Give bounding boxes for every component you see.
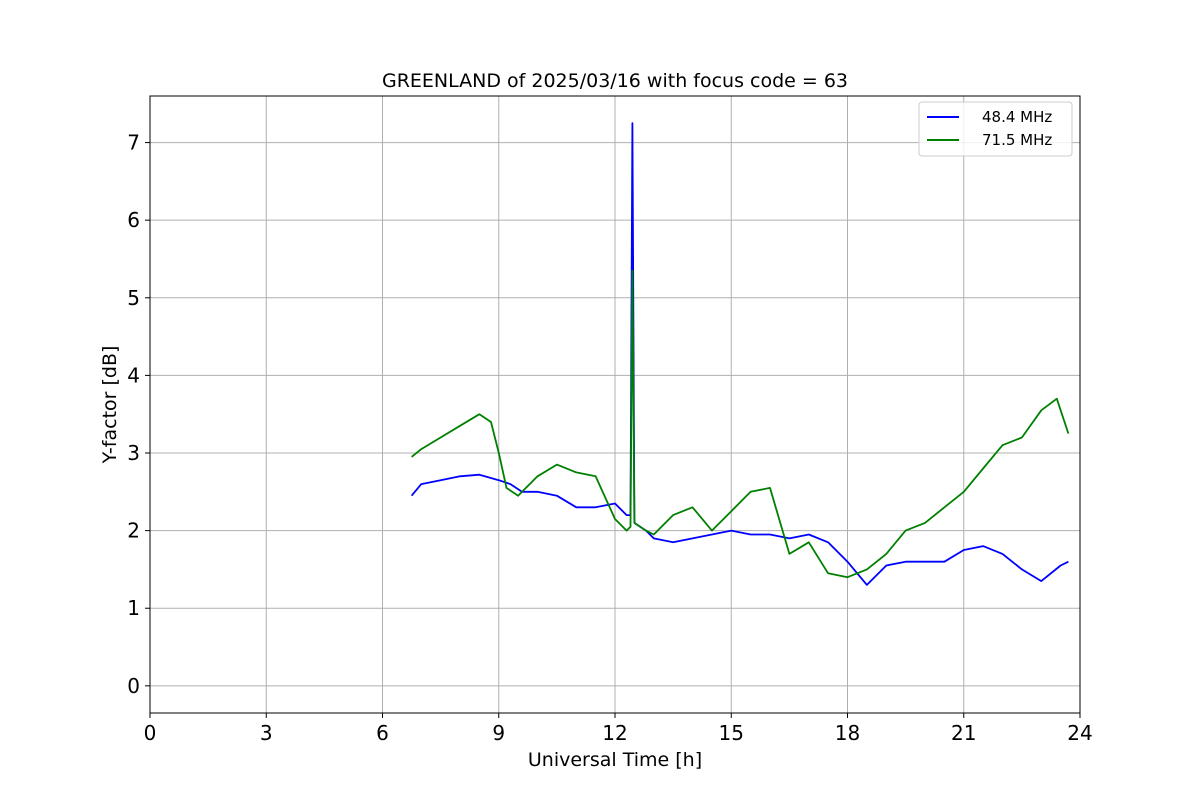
series-line-1 bbox=[410, 122, 1069, 586]
legend-label: 71.5 MHz bbox=[982, 131, 1052, 149]
chart-title: GREENLAND of 2025/03/16 with focus code … bbox=[382, 70, 848, 92]
x-tick-label: 24 bbox=[1067, 721, 1092, 745]
x-tick-label: 3 bbox=[260, 721, 273, 745]
x-tick-label: 6 bbox=[376, 721, 389, 745]
y-tick-label: 7 bbox=[127, 131, 140, 155]
series-layer bbox=[410, 122, 1070, 586]
legend-label: 48.4 MHz bbox=[982, 108, 1052, 126]
x-tick-label: 9 bbox=[492, 721, 505, 745]
x-tick-label: 18 bbox=[835, 721, 860, 745]
x-tick-label: 12 bbox=[602, 721, 627, 745]
legend-box bbox=[918, 101, 1073, 157]
y-axis-label: Y-factor [dB] bbox=[99, 346, 121, 465]
y-tick-label: 0 bbox=[127, 674, 140, 698]
series-line-2 bbox=[411, 269, 1070, 579]
y-tick-label: 1 bbox=[127, 596, 140, 620]
legend: 48.4 MHz 71.5 MHz bbox=[918, 101, 1073, 157]
y-tick-label: 4 bbox=[127, 363, 140, 387]
y-tick-label: 2 bbox=[127, 519, 140, 543]
x-tick-label: 0 bbox=[144, 721, 157, 745]
y-tick-label: 5 bbox=[127, 286, 140, 310]
x-tick-label: 21 bbox=[951, 721, 976, 745]
y-tick-label: 3 bbox=[127, 441, 140, 465]
x-axis-label: Universal Time [h] bbox=[528, 749, 702, 771]
y-tick-label: 6 bbox=[127, 208, 140, 232]
x-tick-label: 15 bbox=[719, 721, 744, 745]
